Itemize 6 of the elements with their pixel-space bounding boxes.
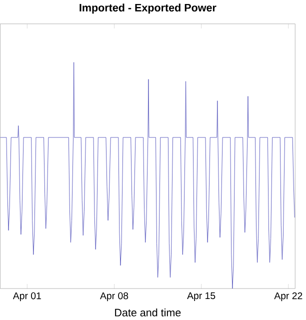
x-axis-title: Date and time	[114, 308, 181, 316]
chart-title: Imported - Exported Power	[80, 4, 216, 14]
x-tick-label: Apr 22	[274, 292, 302, 302]
x-tick-label: Apr 15	[186, 292, 216, 302]
x-tick-label: Apr 08	[100, 292, 128, 302]
x-tick-label: Apr 01	[12, 292, 41, 302]
